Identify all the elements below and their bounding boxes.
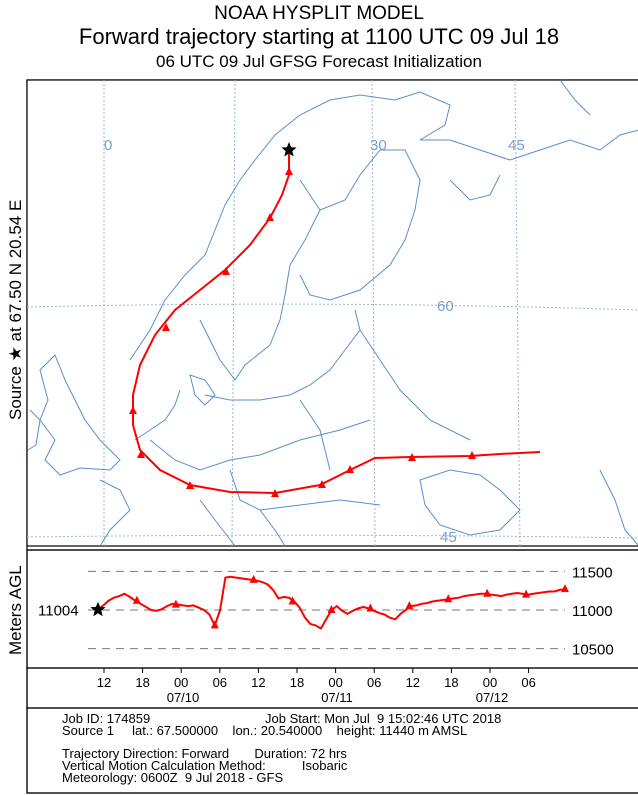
trajectory-direction: Trajectory Direction: Forward Duration: … (62, 746, 347, 761)
trajectory-marker (408, 453, 416, 461)
height-tick-label: 11000 (572, 603, 613, 620)
lon-line-15 (231, 79, 236, 547)
coastline (204, 309, 361, 401)
meteorology: Meteorology: 0600Z 9 Jul 2018 - GFS (62, 770, 284, 785)
source-location-label: Source ★ at 67.50 N 20.54 E (6, 199, 25, 420)
height-panel: 11500 11000 10500 11004 (26, 549, 638, 669)
time-axis: 12 18 00 06 12 18 00 06 12 18 00 06 07/10 07/11 07/12 (97, 668, 536, 705)
height-gridlines: 11500 11000 10500 11004 (38, 564, 614, 658)
time-tick-label: 12 (97, 675, 111, 690)
time-tick-label: 00 (483, 675, 497, 690)
trajectory-marker (271, 489, 279, 497)
coastline (419, 469, 521, 536)
coastline (149, 419, 371, 471)
date-label: 07/12 (476, 690, 509, 705)
height-marker (366, 603, 375, 612)
trajectory-marker (468, 451, 476, 459)
coastline (229, 469, 381, 511)
source-star-icon (281, 142, 297, 157)
lat-line-60 (26, 303, 638, 311)
coastline (199, 499, 236, 547)
height-marker (210, 620, 219, 629)
height-marker (288, 596, 297, 605)
height-marker (327, 605, 336, 613)
coastline (189, 374, 216, 406)
map-frame (26, 79, 638, 547)
trajectory-marker (285, 167, 293, 175)
coastline (129, 91, 451, 361)
coastline (27, 409, 41, 451)
job-id: Job ID: 174859 (62, 711, 151, 726)
coastline (359, 329, 471, 441)
trajectory (129, 142, 541, 497)
coastline (420, 129, 638, 161)
trajectory-title: Forward trajectory starting at 1100 UTC … (78, 24, 560, 49)
trajectory-marker (162, 323, 170, 331)
trajectory-marker (222, 267, 230, 275)
trajectory-marker (318, 480, 326, 488)
coastline (599, 469, 638, 546)
height-tick-label: 11500 (572, 564, 613, 581)
time-tick-label: 18 (290, 675, 304, 690)
trajectory-marker (137, 450, 145, 458)
height-marker (249, 574, 258, 583)
model-title: NOAA HYSPLIT MODEL (214, 3, 424, 24)
time-tick-label: 00 (174, 675, 188, 690)
height-marker (561, 584, 569, 593)
lon-label: 0 (104, 137, 112, 154)
vertical-motion: Vertical Motion Calculation Method: Isob… (62, 758, 348, 773)
coastline (134, 389, 181, 441)
lat-line-45 (26, 534, 638, 539)
source-info: Source 1 lat.: 67.500000 lon.: 20.540000… (62, 723, 468, 738)
date-label: 07/11 (321, 690, 353, 705)
time-tick-label: 18 (444, 675, 458, 690)
time-tick-label: 12 (406, 675, 420, 690)
trajectory-marker (186, 481, 194, 489)
trajectory-marker (266, 213, 274, 221)
height-marker (405, 601, 414, 610)
height-marker (444, 594, 453, 603)
coastline (199, 179, 321, 381)
job-start: Job Start: Mon Jul 9 15:02:46 UTC 2018 (265, 711, 502, 726)
lat-label: 45 (440, 529, 457, 546)
time-tick-label: 06 (213, 675, 227, 690)
coastline (39, 354, 121, 476)
trajectory-marker (346, 465, 354, 473)
coastline (99, 479, 131, 547)
coastline (449, 174, 501, 201)
coastlines (27, 79, 638, 547)
init-subtitle: 06 UTC 09 Jul GFSG Forecast Initializati… (156, 52, 482, 71)
time-tick-label: 18 (135, 675, 149, 690)
coastline (259, 509, 286, 547)
start-star-icon (90, 601, 106, 617)
height-line (97, 575, 566, 630)
start-height-label: 11004 (38, 603, 79, 620)
coastline (559, 79, 591, 116)
trajectory-marker (129, 406, 137, 414)
coastline (299, 399, 331, 471)
height-marker (522, 589, 531, 598)
trajectory-path (132, 150, 541, 495)
coastline (299, 149, 421, 301)
height-marker (483, 588, 492, 597)
lat-label: 60 (437, 298, 454, 315)
height-axis-label: Meters AGL (6, 565, 25, 655)
info-frame (26, 707, 638, 794)
time-tick-label: 00 (328, 675, 342, 690)
height-tick-label: 10500 (572, 642, 614, 659)
time-tick-label: 06 (521, 675, 535, 690)
date-label: 07/10 (167, 690, 200, 705)
height-series (90, 574, 569, 630)
time-tick-label: 12 (251, 675, 265, 690)
time-tick-label: 06 (367, 675, 381, 690)
height-marker (171, 599, 180, 608)
height-marker (132, 595, 141, 604)
lon-line-30 (371, 79, 376, 547)
lon-label: 45 (508, 137, 525, 154)
